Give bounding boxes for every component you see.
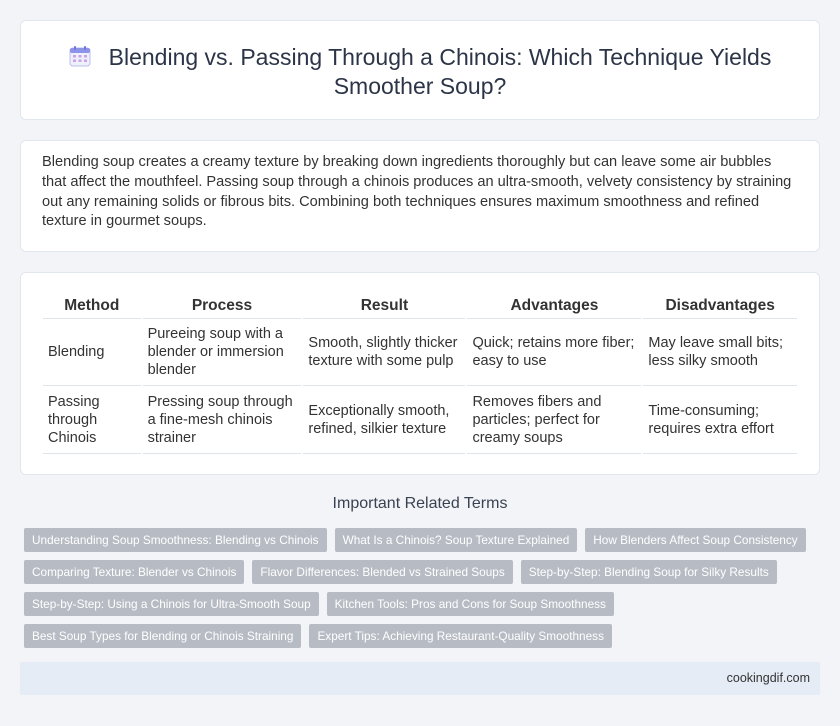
comparison-table-card: Method Process Result Advantages Disadva… — [20, 272, 820, 475]
calendar-icon — [69, 46, 91, 67]
related-term-link[interactable]: Expert Tips: Achieving Restaurant-Qualit… — [309, 624, 612, 648]
header-card: Blending vs. Passing Through a Chinois: … — [20, 20, 820, 120]
page-title: Blending vs. Passing Through a Chinois: … — [108, 44, 772, 99]
tag-row: Comparing Texture: Blender vs Chinois Fl… — [24, 560, 814, 584]
table-row: Passing through Chinois Pressing soup th… — [43, 386, 797, 454]
table-cell: Pressing soup through a fine-mesh chinoi… — [142, 386, 302, 454]
comparison-table: Method Process Result Advantages Disadva… — [41, 293, 799, 454]
page-title-wrap: Blending vs. Passing Through a Chinois: … — [21, 43, 819, 101]
table-cell: Blending — [43, 319, 141, 386]
tag-row: Step-by-Step: Using a Chinois for Ultra-… — [24, 592, 814, 616]
column-header-result: Result — [303, 293, 466, 319]
related-term-link[interactable]: Step-by-Step: Blending Soup for Silky Re… — [520, 560, 777, 584]
intro-paragraph: Blending soup creates a creamy texture b… — [42, 154, 792, 230]
related-terms-tags: Understanding Soup Smoothness: Blending … — [24, 528, 814, 656]
table-cell: Removes fibers and particles; perfect fo… — [467, 386, 642, 454]
tag-row: Best Soup Types for Blending or Chinois … — [24, 624, 814, 648]
related-term-link[interactable]: Flavor Differences: Blended vs Strained … — [252, 560, 513, 584]
table-cell: May leave small bits; less silky smooth — [643, 319, 797, 386]
table-cell: Passing through Chinois — [43, 386, 141, 454]
table-cell: Exceptionally smooth, refined, silkier t… — [303, 386, 466, 454]
related-term-link[interactable]: How Blenders Affect Soup Consistency — [585, 528, 806, 552]
related-term-link[interactable]: Step-by-Step: Using a Chinois for Ultra-… — [24, 592, 319, 616]
table-row: Blending Pureeing soup with a blender or… — [43, 319, 797, 386]
column-header-advantages: Advantages — [467, 293, 642, 319]
column-header-process: Process — [142, 293, 302, 319]
related-term-link[interactable]: Comparing Texture: Blender vs Chinois — [24, 560, 245, 584]
footer-site-link[interactable]: cookingdif.com — [726, 671, 810, 685]
table-cell: Quick; retains more fiber; easy to use — [467, 319, 642, 386]
related-term-link[interactable]: Best Soup Types for Blending or Chinois … — [24, 624, 302, 648]
table-cell: Smooth, slightly thicker texture with so… — [303, 319, 466, 386]
tag-row: Understanding Soup Smoothness: Blending … — [24, 528, 814, 552]
related-term-link[interactable]: Understanding Soup Smoothness: Blending … — [24, 528, 327, 552]
related-term-link[interactable]: What Is a Chinois? Soup Texture Explaine… — [334, 528, 578, 552]
column-header-disadvantages: Disadvantages — [643, 293, 797, 319]
table-header-row: Method Process Result Advantages Disadva… — [43, 293, 797, 319]
footer-bar: cookingdif.com — [20, 662, 820, 695]
column-header-method: Method — [43, 293, 141, 319]
table-cell: Time-consuming; requires extra effort — [643, 386, 797, 454]
intro-card: Blending soup creates a creamy texture b… — [20, 140, 820, 252]
related-terms-title: Important Related Terms — [332, 495, 508, 512]
table-cell: Pureeing soup with a blender or immersio… — [142, 319, 302, 386]
related-term-link[interactable]: Kitchen Tools: Pros and Cons for Soup Sm… — [326, 592, 614, 616]
